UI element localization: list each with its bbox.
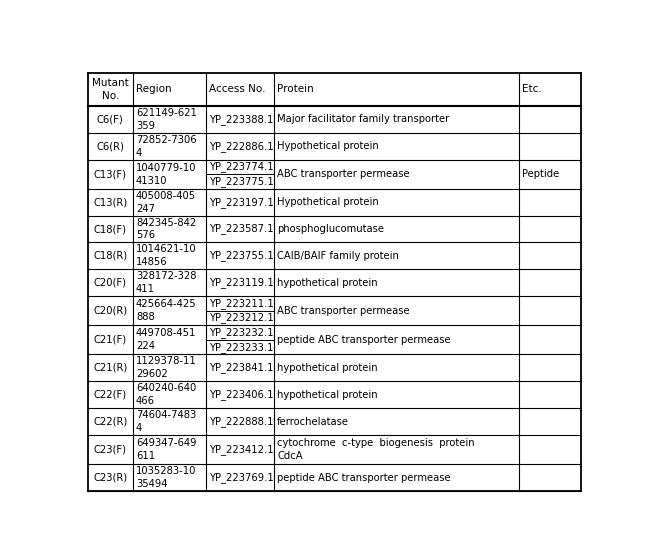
Text: hypothetical protein: hypothetical protein: [277, 389, 378, 400]
Text: 1014621-10
14856: 1014621-10 14856: [136, 244, 197, 267]
Text: C22(R): C22(R): [93, 417, 127, 427]
Text: Hypothetical protein: Hypothetical protein: [277, 197, 379, 207]
Text: YP_223587.1: YP_223587.1: [209, 224, 274, 234]
Text: YP_223412.1: YP_223412.1: [209, 444, 274, 455]
Text: YP_223232.1: YP_223232.1: [209, 327, 274, 338]
Text: C6(R): C6(R): [96, 141, 124, 151]
Text: YP_223119.1: YP_223119.1: [209, 277, 274, 288]
Text: 649347-649
611: 649347-649 611: [136, 438, 196, 461]
Text: Access No.: Access No.: [209, 84, 265, 94]
Text: C18(F): C18(F): [94, 224, 126, 234]
Text: cytochrome  c-type  biogenesis  protein
CdcA: cytochrome c-type biogenesis protein Cdc…: [277, 438, 475, 461]
Text: 328172-328
411: 328172-328 411: [136, 271, 196, 294]
Text: C20(F): C20(F): [94, 278, 126, 288]
Text: C23(R): C23(R): [93, 473, 127, 483]
Text: YP_223406.1: YP_223406.1: [209, 389, 273, 400]
Text: Major facilitator family transporter: Major facilitator family transporter: [277, 114, 449, 124]
Text: Region: Region: [136, 84, 171, 94]
Text: peptide ABC transporter permease: peptide ABC transporter permease: [277, 473, 451, 483]
Text: YP_223211.1: YP_223211.1: [209, 298, 274, 309]
Text: hypothetical protein: hypothetical protein: [277, 278, 378, 288]
Text: 425664-425
888: 425664-425 888: [136, 299, 197, 322]
Text: Protein: Protein: [277, 84, 314, 94]
Text: 842345-842
576: 842345-842 576: [136, 218, 196, 240]
Text: C20(R): C20(R): [93, 306, 127, 316]
Text: C13(R): C13(R): [93, 197, 127, 207]
Text: C21(F): C21(F): [94, 335, 126, 345]
Text: 405008-405
247: 405008-405 247: [136, 191, 196, 214]
Text: 74604-7483
4: 74604-7483 4: [136, 410, 196, 433]
Text: C22(F): C22(F): [94, 389, 126, 400]
Text: C6(F): C6(F): [97, 114, 124, 124]
Text: ABC transporter permease: ABC transporter permease: [277, 306, 409, 316]
Text: YP_222888.1: YP_222888.1: [209, 416, 273, 427]
Text: 640240-640
466: 640240-640 466: [136, 383, 196, 406]
Text: YP_223841.1: YP_223841.1: [209, 363, 273, 373]
Text: 72852-7306
4: 72852-7306 4: [136, 134, 197, 157]
Text: C18(R): C18(R): [93, 251, 127, 261]
Text: Peptide: Peptide: [522, 169, 559, 179]
Text: YP_223388.1: YP_223388.1: [209, 114, 273, 125]
Text: ferrochelatase: ferrochelatase: [277, 417, 349, 427]
Text: YP_223197.1: YP_223197.1: [209, 197, 274, 208]
Text: YP_223769.1: YP_223769.1: [209, 472, 274, 483]
Text: YP_223212.1: YP_223212.1: [209, 312, 274, 324]
Text: 1040779-10
41310: 1040779-10 41310: [136, 163, 196, 186]
Text: C21(R): C21(R): [93, 363, 127, 373]
Text: YP_223755.1: YP_223755.1: [209, 251, 274, 261]
Text: hypothetical protein: hypothetical protein: [277, 363, 378, 373]
Text: Hypothetical protein: Hypothetical protein: [277, 141, 379, 151]
Text: CAIB/BAIF family protein: CAIB/BAIF family protein: [277, 251, 399, 261]
Text: YP_223775.1: YP_223775.1: [209, 176, 274, 187]
Text: Etc.: Etc.: [522, 84, 542, 94]
Text: 449708-451
224: 449708-451 224: [136, 329, 196, 352]
Text: peptide ABC transporter permease: peptide ABC transporter permease: [277, 335, 451, 345]
Text: 1129378-11
29602: 1129378-11 29602: [136, 357, 197, 379]
Text: phosphoglucomutase: phosphoglucomutase: [277, 224, 384, 234]
Text: YP_223774.1: YP_223774.1: [209, 161, 274, 172]
Text: YP_222886.1: YP_222886.1: [209, 141, 274, 152]
Text: 1035283-10
35494: 1035283-10 35494: [136, 466, 196, 489]
Text: C23(F): C23(F): [94, 445, 126, 455]
Text: 621149-621
359: 621149-621 359: [136, 108, 197, 131]
Text: Mutant
No.: Mutant No.: [92, 78, 128, 101]
Text: C13(F): C13(F): [94, 169, 126, 179]
Text: ABC transporter permease: ABC transporter permease: [277, 169, 409, 179]
Text: YP_223233.1: YP_223233.1: [209, 341, 273, 353]
